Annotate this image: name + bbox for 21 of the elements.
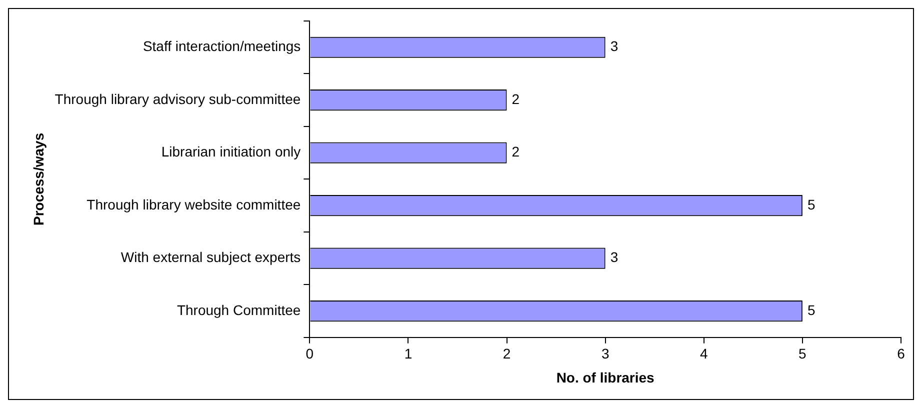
y-tick-label: Through Committee [176,302,301,318]
x-axis-title: No. of libraries [556,369,655,386]
y-tick-label: With external subject experts [120,249,301,266]
data-label: 2 [512,90,520,107]
y-tick-label: Through library website committee [86,196,301,212]
x-tick-label: 0 [306,346,314,362]
y-tick-label: Through library advisory sub-committee [54,90,301,107]
y-axis-title: Process/ways [30,132,46,226]
x-tick-label: 2 [502,346,511,362]
x-tick-label: 1 [404,346,412,362]
x-tick-label: 3 [601,346,610,362]
y-tick-label: Staff interaction/meetings [142,38,301,54]
x-tick-label: 4 [700,346,708,362]
y-tick-label: Librarian initiation only [161,144,301,160]
x-tick-label: 6 [897,346,906,362]
data-label: 5 [807,196,816,212]
data-label: 3 [610,38,618,54]
data-label: 3 [610,249,618,266]
data-label: 5 [807,302,816,318]
data-label: 2 [512,144,520,160]
x-tick-label: 5 [798,346,807,362]
